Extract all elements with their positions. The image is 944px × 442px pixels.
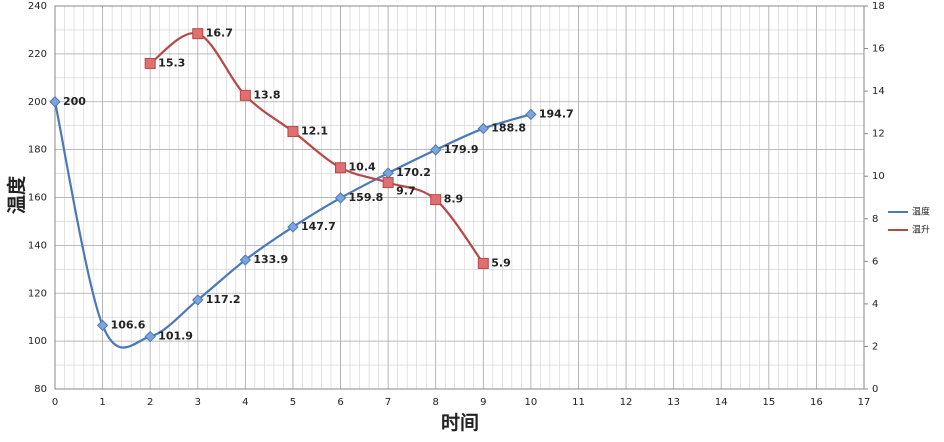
x-tick-label: 9 [480,397,486,408]
data-label: 200 [63,95,86,108]
x-tick-label: 3 [195,397,201,408]
y2-tick-label: 12 [872,129,885,140]
point [335,162,347,174]
x-tick-label: 16 [810,397,823,408]
y2-tick-label: 6 [872,256,878,267]
y2-tick-label: 16 [872,44,885,55]
data-label: 147.7 [301,220,336,233]
y-tick-label: 120 [28,288,47,299]
data-label: 16.7 [206,27,233,40]
y-tick-label: 240 [28,1,47,12]
point [239,89,251,101]
point [334,192,347,204]
x-tick-label: 17 [858,397,871,408]
data-label: 10.4 [349,161,376,174]
point [192,28,204,40]
point [96,319,109,332]
x-tick-label: 6 [337,397,343,408]
y2-tick-label: 8 [872,214,878,225]
y2-tick-label: 10 [872,171,885,182]
point [382,167,394,179]
x-axis-title: 时间 [441,412,479,434]
x-tick-label: 14 [715,397,728,408]
plot-border [54,5,865,390]
y2-tick-label: 4 [872,299,878,310]
x-tick-label: 7 [385,397,391,408]
data-label: 5.9 [491,256,511,269]
point [49,96,61,108]
y2-tick-label: 14 [872,86,885,97]
data-label: 15.3 [158,56,185,69]
point [287,221,299,233]
point [239,254,252,266]
data-label: 179.9 [444,143,479,156]
point [525,108,537,121]
x-tick-label: 4 [242,397,248,408]
legend-label: 温升 [912,225,930,236]
point [382,177,394,189]
x-tick-label: 11 [572,397,585,408]
data-label: 106.6 [111,318,146,331]
y-tick-label: 200 [28,97,47,108]
point [192,294,204,306]
data-label: 170.2 [396,166,431,179]
point [477,122,490,135]
data-label: 13.8 [253,88,280,101]
data-label: 9.7 [396,185,416,198]
data-label: 8.9 [444,193,464,206]
y-axis-title: 温度 [5,175,28,214]
y-tick-label: 180 [28,145,47,156]
legend-label: 温度 [912,206,930,218]
y-tick-label: 100 [28,336,47,347]
point [429,144,442,156]
data-label: 159.8 [349,191,384,204]
point [144,57,156,69]
data-label: 194.7 [539,107,574,120]
point [144,330,156,343]
point [287,126,299,138]
y-tick-label: 140 [28,240,47,251]
x-tick-label: 0 [52,397,58,408]
x-tick-label: 2 [147,397,153,408]
x-tick-label: 12 [620,397,633,408]
x-tick-label: 15 [762,397,775,408]
y2-tick-label: 18 [872,1,885,12]
x-tick-label: 13 [667,397,680,408]
x-tick-label: 1 [99,397,105,408]
data-label: 101.9 [158,330,193,343]
data-label: 12.1 [301,125,328,138]
y2-tick-label: 2 [872,341,878,352]
y-tick-label: 160 [28,193,47,204]
x-tick-label: 10 [525,397,538,408]
y2-tick-label: 0 [872,384,878,395]
y-tick-label: 220 [28,49,47,60]
data-label: 117.2 [206,293,241,306]
y-tick-label: 80 [34,384,47,395]
x-tick-label: 8 [433,397,439,408]
data-label: 133.9 [253,253,288,266]
point [477,257,489,269]
data-label: 188.8 [491,122,526,135]
point [430,194,442,206]
x-tick-label: 5 [290,397,296,408]
